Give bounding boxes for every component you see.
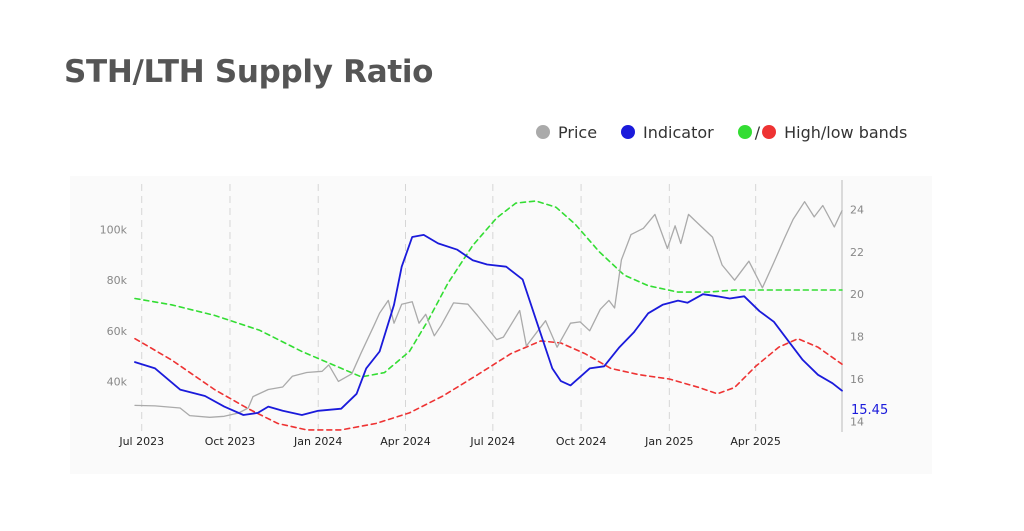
x-tick-label: Jan 2024 bbox=[293, 435, 342, 448]
chart-legend: Price Indicator / High/low bands bbox=[536, 120, 907, 144]
price-legend-dot bbox=[536, 125, 550, 139]
price-series-line bbox=[134, 201, 843, 418]
price-legend-label: Price bbox=[558, 122, 598, 142]
legend-separator: / bbox=[754, 122, 761, 142]
indicator-series-line bbox=[134, 233, 843, 416]
right-tick-label: 14 bbox=[850, 415, 864, 428]
left-tick-label: 80k bbox=[107, 274, 128, 287]
x-tick-label: Oct 2024 bbox=[556, 435, 607, 448]
left-tick-label: 60k bbox=[107, 325, 128, 338]
chart-title: STH/LTH Supply Ratio bbox=[64, 54, 434, 90]
high-band-series-line bbox=[134, 200, 843, 378]
indicator-legend-dot bbox=[621, 125, 636, 139]
chart-panel bbox=[70, 176, 932, 474]
right-tick-label: 20 bbox=[850, 288, 864, 301]
legend-item-price[interactable]: Price bbox=[536, 123, 597, 142]
legend-item-indicator[interactable]: Indicator bbox=[621, 123, 714, 142]
left-tick-label: 40k bbox=[107, 375, 128, 388]
x-tick-label: Apr 2025 bbox=[730, 435, 781, 448]
legend-item-bands[interactable]: / High/low bands bbox=[737, 122, 908, 142]
right-tick-label: 24 bbox=[850, 203, 864, 216]
low-band-series-line bbox=[134, 337, 843, 431]
x-tick-label: Jul 2023 bbox=[118, 435, 164, 448]
x-tick-label: Jul 2024 bbox=[469, 435, 515, 448]
right-tick-label: 18 bbox=[850, 331, 864, 344]
right-tick-label: 22 bbox=[850, 246, 864, 259]
x-tick-label: Jan 2025 bbox=[644, 435, 693, 448]
right-tick-label: 16 bbox=[850, 373, 864, 386]
bands-legend-label: High/low bands bbox=[784, 122, 908, 142]
left-tick-label: 100k bbox=[100, 224, 128, 237]
indicator-legend-label: Indicator bbox=[643, 122, 714, 142]
low-band-legend-dot bbox=[762, 125, 777, 139]
x-tick-label: Oct 2023 bbox=[205, 435, 256, 448]
high-band-legend-dot bbox=[737, 125, 752, 139]
x-tick-label: Apr 2024 bbox=[380, 435, 431, 448]
indicator-last-value-label: 15.45 bbox=[851, 403, 888, 418]
